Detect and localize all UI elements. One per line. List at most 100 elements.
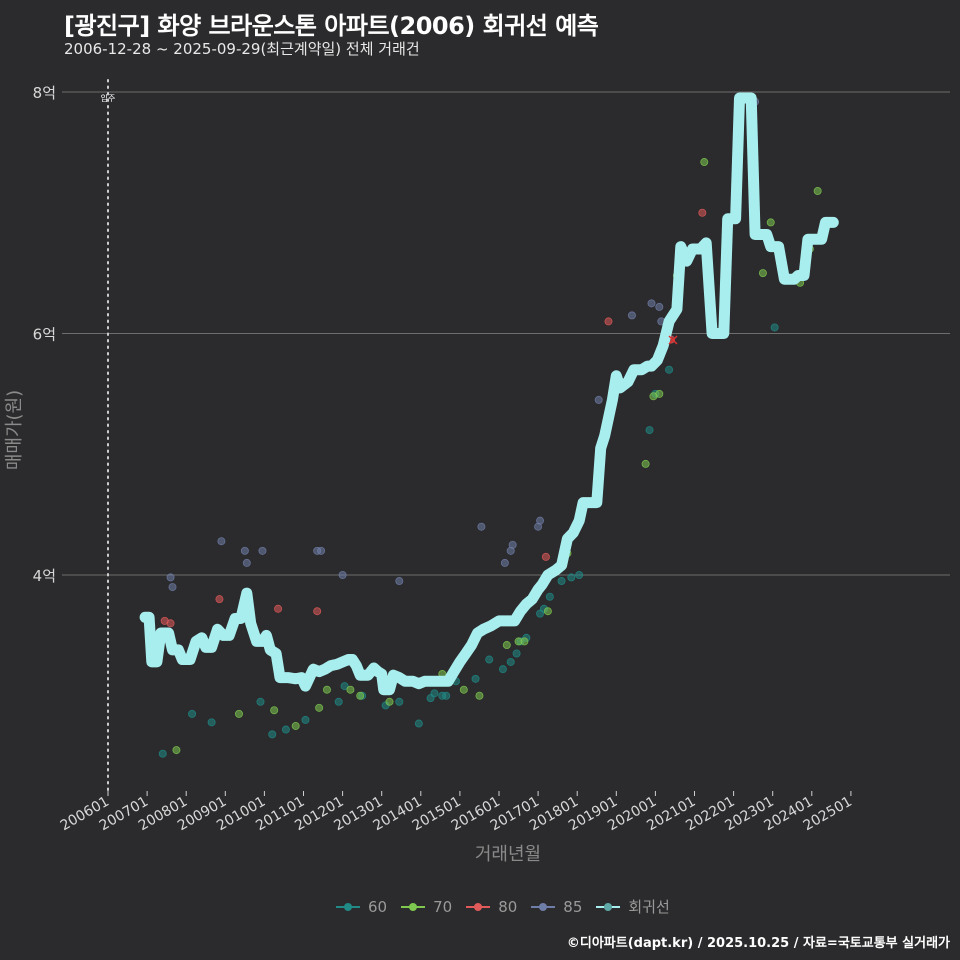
- scatter-point-60: [506, 657, 515, 666]
- legend-key-icon: [336, 901, 360, 913]
- scatter-point-60: [207, 718, 216, 727]
- scatter-point-60: [498, 665, 507, 674]
- scatter-point-80: [313, 607, 322, 616]
- scatter-point-60: [557, 577, 566, 586]
- scatter-point-70: [502, 641, 511, 650]
- scatter-point-60: [340, 682, 349, 691]
- scatter-point-60: [485, 655, 494, 664]
- scatter-points: [158, 97, 822, 758]
- scatter-point-60: [567, 573, 576, 582]
- y-tick-label: 4억: [33, 567, 56, 585]
- scatter-point-70: [315, 703, 324, 712]
- scatter-point-85: [338, 571, 347, 580]
- scatter-point-80: [274, 604, 283, 613]
- scatter-point-80: [604, 317, 613, 326]
- scatter-point-60: [442, 691, 451, 700]
- scatter-point-85: [508, 540, 517, 549]
- x-axis-ticks: 2006012007012008012009012010012011012012…: [58, 791, 855, 834]
- scatter-point-85: [477, 522, 486, 531]
- scatter-point-85: [168, 583, 177, 592]
- scatter-point-70: [234, 709, 243, 718]
- scatter-point-85: [500, 558, 509, 567]
- scatter-point-60: [770, 323, 779, 332]
- scatter-point-70: [520, 637, 529, 646]
- legend: 60 70 80 85 회귀선: [336, 896, 670, 917]
- y-axis-ticks: 4억 6억 8억: [33, 84, 56, 585]
- chart-subtitle: 2006-12-28 ~ 2025-09-29(최근계약일) 전체 거래건: [64, 40, 420, 58]
- legend-item-80: 80: [466, 898, 517, 916]
- scatter-point-85: [395, 577, 404, 586]
- legend-label: 60: [368, 897, 388, 916]
- scatter-point-60: [188, 709, 197, 718]
- scatter-point-60: [256, 697, 265, 706]
- scatter-point-80: [541, 552, 550, 561]
- scatter-point-60: [545, 592, 554, 601]
- scatter-point-85: [258, 546, 267, 555]
- scatter-point-85: [536, 516, 545, 525]
- scatter-point-70: [385, 697, 394, 706]
- source-credit: ©디아파트(dapt.kr) / 2025.10.25 / 자료=국토교통부 실…: [566, 936, 950, 951]
- scatter-point-70: [655, 389, 664, 398]
- scatter-point-70: [543, 607, 552, 616]
- scatter-point-60: [575, 571, 584, 580]
- scatter-point-70: [346, 685, 355, 694]
- regression-line: [139, 92, 839, 696]
- scatter-point-60: [334, 697, 343, 706]
- scatter-point-60: [414, 719, 423, 728]
- scatter-point-70: [475, 691, 484, 700]
- scatter-point-70: [766, 218, 775, 227]
- scatter-point-70: [700, 158, 709, 167]
- scatter-point-70: [172, 746, 181, 755]
- scatter-point-60: [512, 649, 521, 658]
- scatter-point-60: [158, 749, 167, 758]
- scatter-point-60: [268, 730, 277, 739]
- scatter-point-85: [647, 299, 656, 308]
- scatter-point-60: [665, 365, 674, 374]
- chart-title: [광진구] 화양 브라운스톤 아파트(2006) 회귀선 예측: [64, 12, 599, 40]
- scatter-point-70: [459, 685, 468, 694]
- scatter-point-60: [301, 715, 310, 724]
- legend-item-85: 85: [531, 898, 582, 916]
- scatter-point-70: [813, 187, 822, 196]
- scatter-point-85: [627, 311, 636, 320]
- move-in-annotation: 입주: [101, 79, 116, 791]
- y-tick-label: 6억: [33, 326, 56, 344]
- scatter-point-70: [291, 721, 300, 730]
- scatter-point-80: [215, 595, 224, 604]
- scatter-point-70: [356, 691, 365, 700]
- legend-key-icon: [466, 901, 491, 913]
- legend-label: 회귀선: [628, 898, 670, 916]
- scatter-point-70: [641, 459, 650, 468]
- x-axis-label: 거래년월: [475, 844, 541, 865]
- scatter-point-85: [242, 558, 251, 567]
- scatter-point-85: [655, 302, 664, 311]
- legend-item-60: 60: [336, 898, 387, 916]
- scatter-point-60: [430, 689, 439, 698]
- y-tick-label: 8억: [33, 84, 56, 102]
- legend-label: 80: [498, 897, 518, 916]
- scatter-point-60: [645, 426, 654, 435]
- scatter-point-70: [270, 706, 279, 715]
- scatter-point-85: [217, 537, 226, 546]
- legend-item-70: 70: [401, 898, 452, 916]
- legend-key-icon: [401, 901, 426, 913]
- scatter-point-85: [240, 546, 249, 555]
- scatter-point-60: [395, 697, 404, 706]
- scatter-point-85: [594, 395, 603, 404]
- scatter-point-70: [758, 269, 767, 278]
- legend-item-regression: 회귀선: [596, 896, 670, 917]
- scatter-point-80: [698, 208, 707, 217]
- scatter-point-80: [166, 619, 175, 628]
- scatter-point-85: [317, 546, 326, 555]
- legend-key-icon: [596, 901, 621, 913]
- y-axis-label: 매매가(원): [4, 390, 25, 470]
- legend-key-icon: [531, 901, 556, 913]
- y-gridlines: [62, 91, 950, 576]
- legend-label: 70: [433, 897, 453, 916]
- scatter-point-70: [322, 685, 331, 694]
- annotation-label: 입주: [101, 94, 116, 103]
- scatter-point-60: [471, 674, 480, 683]
- scatter-point-60: [281, 725, 290, 734]
- legend-label: 85: [563, 897, 583, 916]
